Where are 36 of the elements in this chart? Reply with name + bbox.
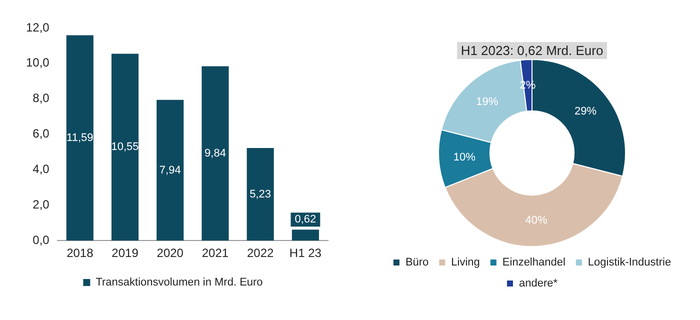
legend-label: Büro: [405, 256, 429, 269]
bar: [202, 66, 229, 241]
y-tick-label: 4,0: [32, 162, 50, 176]
y-tick-label: 2,0: [32, 197, 50, 212]
text: 0,62: [294, 214, 316, 226]
x-tick-label: H1 23: [289, 246, 322, 260]
text: 11,59: [66, 132, 94, 144]
legend-label: Transaktionsvolumen in Mrd. Euro: [96, 276, 263, 289]
legend-label: Logistik-Industrie: [588, 256, 672, 269]
legend-label: andere*: [518, 278, 558, 290]
y-tick-label: 6,0: [32, 126, 50, 141]
data-label: 19%: [476, 96, 498, 108]
text: 5,23: [250, 188, 272, 200]
y-tick-label: 10,0: [26, 56, 50, 70]
x-tick-label: 2021: [202, 246, 229, 260]
data-label: 10%: [453, 151, 476, 164]
data-label: 40%: [525, 214, 548, 227]
text: 9,84: [204, 147, 226, 160]
legend-label: Living: [451, 256, 480, 269]
y-tick-label: 8,0: [32, 91, 50, 106]
bar: [292, 230, 319, 241]
chart-title: H1 2023: 0,62 Mrd. Euro: [456, 42, 608, 59]
data-label: 29%: [574, 105, 597, 118]
bar: [66, 35, 94, 241]
text: 10,55: [111, 141, 139, 154]
bar: [246, 148, 274, 241]
legend-label: Einzelhandel: [502, 256, 566, 269]
y-tick-label: 0,0: [32, 232, 50, 247]
x-tick-label: 2019: [112, 246, 139, 260]
x-tick-label: 2020: [156, 246, 184, 260]
bar: [156, 100, 184, 241]
y-tick-label: 12,0: [26, 20, 50, 34]
text: 7,94: [159, 164, 181, 176]
x-tick-label: 2018: [66, 246, 94, 260]
x-tick-label: 2022: [246, 246, 274, 260]
bar: [111, 54, 139, 241]
